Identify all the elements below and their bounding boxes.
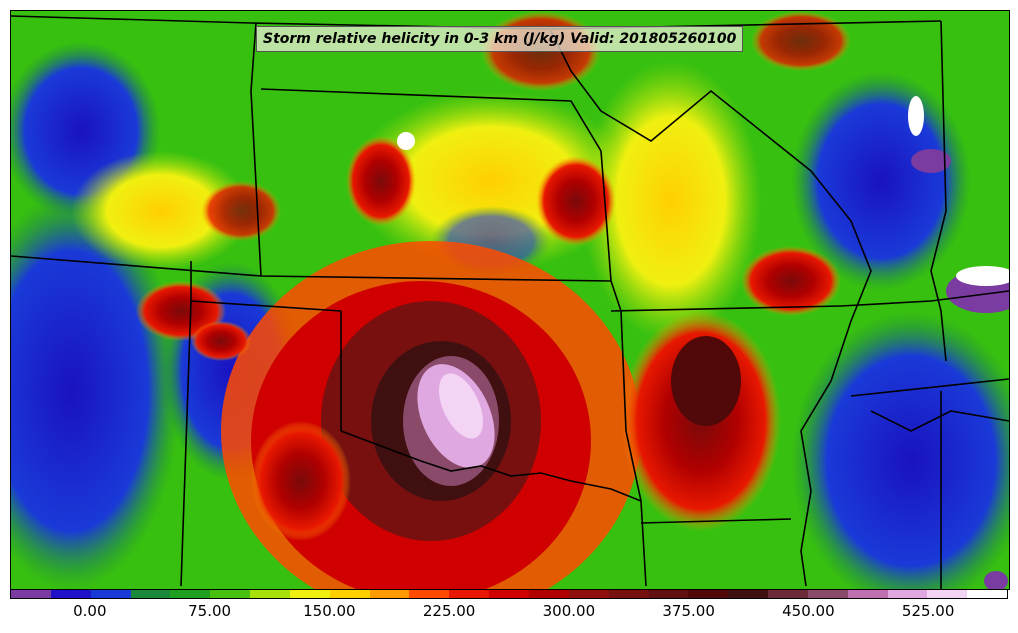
helicity-max-tx xyxy=(251,421,351,541)
helicity-white-east xyxy=(956,266,1009,286)
colorbar-tick-label: 75.00 xyxy=(188,602,232,620)
colorbar-bin-5 xyxy=(210,590,251,598)
colorbar-tick-label: 225.00 xyxy=(422,602,476,620)
colorbar-tick-label: 450.00 xyxy=(782,602,835,620)
colorbar-bin-1 xyxy=(50,590,91,598)
colorbar-bin-15 xyxy=(608,590,649,598)
colorbar-bin-11 xyxy=(449,590,490,598)
colorbar xyxy=(10,589,1008,599)
helicity-blue-west xyxy=(11,191,181,589)
helicity-yellow-east xyxy=(581,61,761,341)
boundary-ks-east xyxy=(600,150,622,312)
colorbar-bin-19 xyxy=(768,590,808,598)
helicity-max-w xyxy=(201,181,281,241)
colorbar-tick-label: 0.00 xyxy=(73,602,107,620)
colorbar-bin-16 xyxy=(648,590,689,598)
boundary-mississippi xyxy=(550,30,872,587)
colorbar-bin-0 xyxy=(11,590,51,598)
boundary-mo-south xyxy=(610,305,842,312)
map-title: Storm relative helicity in 0-3 km (J/kg)… xyxy=(256,26,744,52)
colorbar-bin-7 xyxy=(289,590,330,598)
boundary-se xyxy=(840,290,1009,307)
colorbar-tick-label: 300.00 xyxy=(542,602,596,620)
boundary-ok-tx-red-river xyxy=(340,430,642,502)
colorbar-bin-20 xyxy=(807,590,848,598)
colorbar-bin-21 xyxy=(847,590,888,598)
state-boundaries xyxy=(11,15,1009,589)
boundary-ar-la xyxy=(640,518,792,524)
boundary-ks-south xyxy=(11,255,612,282)
colorbar-bin-13 xyxy=(528,590,569,598)
boundary-tn-south xyxy=(850,378,1009,397)
colorbar-bin-17 xyxy=(688,590,729,598)
helicity-blue-ne xyxy=(791,71,971,291)
boundary-east xyxy=(930,20,947,362)
colorbar-bin-23 xyxy=(927,590,968,598)
colorbar-labels: 0.00 75.00 150.00 225.00 300.00 375.00 450.00 5… xyxy=(10,602,1008,624)
boundary-neb-ks xyxy=(260,88,602,152)
helicity-max-nm-2 xyxy=(191,321,251,361)
colorbar-bin-8 xyxy=(329,590,370,598)
helicity-white-ne xyxy=(908,96,924,136)
colorbar-bin-6 xyxy=(250,590,290,598)
boundary-nm-tx xyxy=(180,300,192,587)
colorbar-tick-label: 150.00 xyxy=(303,602,356,620)
colorbar-tick-label: 525.00 xyxy=(901,602,955,620)
helicity-map xyxy=(11,11,1009,589)
helicity-purple-ne xyxy=(911,149,951,173)
helicity-blue-east xyxy=(791,311,1009,589)
boundary-wy-co-neb xyxy=(250,22,262,277)
colorbar-bin-9 xyxy=(369,590,410,598)
colorbar-bin-14 xyxy=(568,590,609,598)
helicity-plume-lightpink xyxy=(438,373,484,439)
helicity-yellow-west xyxy=(71,151,251,271)
helicity-max-neb xyxy=(346,136,416,226)
colorbar-tick-label: 375.00 xyxy=(662,602,715,620)
helicity-max-ne xyxy=(751,11,851,71)
colorbar-bin-18 xyxy=(728,590,769,598)
helicity-max-mo xyxy=(741,246,841,316)
colorbar-bin-22 xyxy=(887,590,928,598)
helicity-white-neb xyxy=(397,132,415,150)
colorbar-bin-10 xyxy=(409,590,450,598)
helicity-max-ks xyxy=(536,156,616,246)
colorbar-bin-2 xyxy=(90,590,131,598)
colorbar-bin-3 xyxy=(130,590,171,598)
map-panel: Storm relative helicity in 0-3 km (J/kg)… xyxy=(10,10,1010,590)
colorbar-bin-4 xyxy=(170,590,211,598)
boundary-gulf xyxy=(870,410,1009,432)
colorbar-bin-12 xyxy=(489,590,529,598)
helicity-max-arkansas-core xyxy=(671,336,741,426)
boundary-ok-ar xyxy=(620,310,647,587)
helicity-purple-se xyxy=(984,571,1008,589)
colorbar-bin-24 xyxy=(967,590,1008,598)
